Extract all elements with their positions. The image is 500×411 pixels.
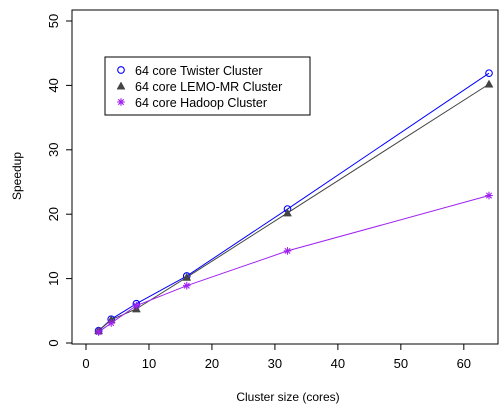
legend-entry: 64 core Hadoop Cluster bbox=[135, 96, 267, 110]
data-point bbox=[484, 79, 494, 88]
series-1 bbox=[94, 79, 494, 335]
y-tick-label: 50 bbox=[46, 14, 61, 28]
legend-marker bbox=[117, 98, 125, 106]
y-axis: 0 10 20 30 40 50 bbox=[46, 14, 72, 347]
x-axis: 0 10 20 30 40 50 60 bbox=[82, 344, 471, 371]
y-axis-label: Speedup bbox=[10, 152, 24, 200]
data-point bbox=[132, 301, 141, 310]
data-point bbox=[485, 69, 493, 78]
series-layer bbox=[94, 69, 494, 336]
x-tick-label: 60 bbox=[457, 356, 471, 371]
series-line bbox=[98, 83, 490, 332]
y-tick-label: 40 bbox=[46, 78, 61, 92]
data-point bbox=[107, 319, 115, 327]
legend-entry: 64 core Twister Cluster bbox=[135, 64, 263, 78]
x-axis-label: Cluster size (cores) bbox=[236, 390, 339, 404]
legend-marker bbox=[116, 81, 126, 90]
data-point bbox=[485, 191, 493, 200]
series-2 bbox=[94, 191, 493, 336]
legend-entry: 64 core LEMO-MR Cluster bbox=[135, 80, 282, 94]
legend-marker bbox=[117, 66, 125, 74]
y-tick-label: 30 bbox=[46, 143, 61, 157]
x-tick-label: 10 bbox=[142, 356, 156, 371]
data-point bbox=[283, 208, 292, 217]
x-tick-label: 40 bbox=[331, 356, 345, 371]
x-tick-label: 0 bbox=[82, 356, 89, 371]
data-point bbox=[182, 272, 192, 281]
x-tick-label: 30 bbox=[268, 356, 282, 371]
series-line bbox=[98, 195, 490, 333]
y-tick-label: 20 bbox=[46, 207, 61, 221]
data-point bbox=[283, 247, 292, 255]
data-point bbox=[94, 328, 103, 336]
x-tick-label: 50 bbox=[394, 356, 408, 371]
legend-box bbox=[104, 56, 311, 116]
y-tick-label: 0 bbox=[46, 339, 61, 346]
legend: 64 core Twister Cluster 64 core LEMO-MR C… bbox=[104, 56, 311, 116]
data-point bbox=[182, 281, 191, 290]
plot-frame bbox=[71, 9, 499, 345]
x-tick-label: 20 bbox=[205, 356, 219, 371]
y-tick-label: 10 bbox=[46, 271, 61, 285]
